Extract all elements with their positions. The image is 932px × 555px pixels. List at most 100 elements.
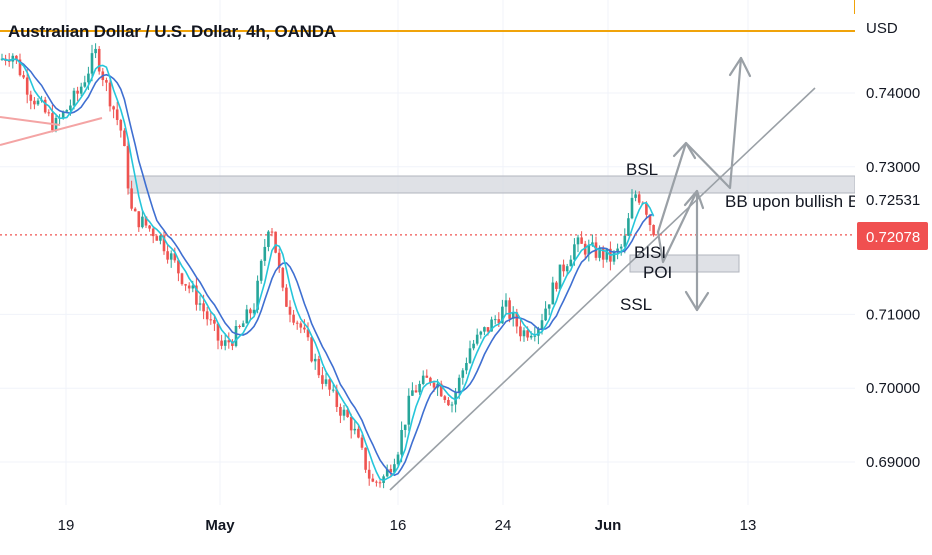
price-tick-label: 0.71000 <box>866 306 920 323</box>
candle-body <box>634 194 637 198</box>
candle-body <box>324 379 328 384</box>
candle-body <box>209 319 213 321</box>
candle-body <box>371 478 375 482</box>
candle-body <box>414 390 418 393</box>
candle-body <box>411 390 414 396</box>
candle-body <box>537 328 540 336</box>
candle-body <box>475 334 479 344</box>
candle-body <box>187 285 191 289</box>
candle-body <box>598 248 601 258</box>
candle-body <box>133 208 137 212</box>
candle-body <box>515 312 519 327</box>
candle-body <box>547 304 551 309</box>
candle-body <box>213 319 216 324</box>
arrowhead-alt <box>683 189 705 210</box>
candle-body <box>483 327 486 332</box>
candlestick-series <box>0 43 655 489</box>
candle-body <box>231 342 234 346</box>
candle-body <box>198 303 202 305</box>
candle-body <box>18 59 22 76</box>
candle-body <box>61 111 65 118</box>
candle-body <box>400 429 403 455</box>
candle-body <box>202 303 205 312</box>
candle-body <box>501 306 504 324</box>
candle-body <box>79 86 83 94</box>
candle-body <box>439 383 443 397</box>
candle-body <box>119 119 123 131</box>
candle-body <box>295 322 299 324</box>
candle-body <box>155 236 159 241</box>
candle-body <box>364 447 367 470</box>
candle-body <box>468 348 472 364</box>
candle-body <box>522 330 526 337</box>
candle-body <box>508 300 511 319</box>
annotation-bsl: BSL <box>626 160 658 179</box>
candle-body <box>223 340 227 346</box>
candle-body <box>112 106 115 110</box>
candle-body <box>544 308 547 321</box>
candle-body <box>627 218 630 236</box>
candle-body <box>385 468 389 477</box>
candle-body <box>429 377 432 383</box>
ascending-trendline <box>389 87 816 491</box>
candle-body <box>457 377 461 393</box>
candle-body <box>630 197 634 219</box>
candle-body <box>493 319 497 321</box>
candle-body <box>270 231 274 233</box>
chart-title: Australian Dollar / U.S. Dollar, 4h, OAN… <box>8 22 336 41</box>
candle-body <box>378 482 382 484</box>
candle-body <box>22 75 25 78</box>
price-axis-background <box>855 0 932 505</box>
projection-path-alt <box>656 189 699 312</box>
candle-body <box>562 264 565 272</box>
candle-body <box>180 273 184 285</box>
annotation-poi: POI <box>643 263 672 282</box>
candle-body <box>580 237 583 244</box>
candle-body <box>526 330 529 338</box>
candle-body <box>166 251 169 260</box>
candle-body <box>141 216 144 228</box>
candle-body <box>65 110 69 112</box>
candle-body <box>234 326 238 346</box>
candle-body <box>288 306 292 315</box>
candle-body <box>328 379 331 390</box>
candle-body <box>249 309 252 314</box>
candle-body <box>533 335 537 337</box>
candle-body <box>317 358 321 376</box>
candle-body <box>69 105 72 111</box>
candle-body <box>173 253 177 261</box>
candle-body <box>177 260 180 274</box>
candle-body <box>292 314 295 323</box>
current-price-label: 0.72078 <box>866 229 920 246</box>
candle-body <box>573 244 576 260</box>
candle-body <box>342 409 346 416</box>
arrowhead-peak <box>672 141 697 160</box>
candle-body <box>396 454 400 465</box>
candle-body <box>303 327 306 330</box>
price-axis: 0.74000 0.73000 0.71000 0.70000 0.69000 <box>866 85 920 471</box>
annotation-bisi: BISI <box>634 243 666 262</box>
moving-average-fast <box>1 57 655 482</box>
candle-body <box>238 326 241 328</box>
candle-body <box>47 112 51 114</box>
candle-body <box>511 312 515 319</box>
candle-body <box>126 146 130 189</box>
candle-body <box>465 363 468 371</box>
candle-body <box>33 100 36 105</box>
candle-body <box>105 80 108 83</box>
candle-body <box>285 287 288 307</box>
candle-body <box>443 396 447 400</box>
candle-body <box>353 428 357 431</box>
candle-body <box>648 214 652 225</box>
candle-body <box>421 375 425 384</box>
candle-body <box>591 242 594 245</box>
candle-body <box>331 389 335 391</box>
projection-path-up <box>656 56 743 234</box>
candle-body <box>83 82 87 87</box>
time-tick-label: 13 <box>740 517 757 534</box>
candle-body <box>72 90 76 106</box>
pink-trendline <box>0 117 103 146</box>
candle-body <box>601 248 605 260</box>
